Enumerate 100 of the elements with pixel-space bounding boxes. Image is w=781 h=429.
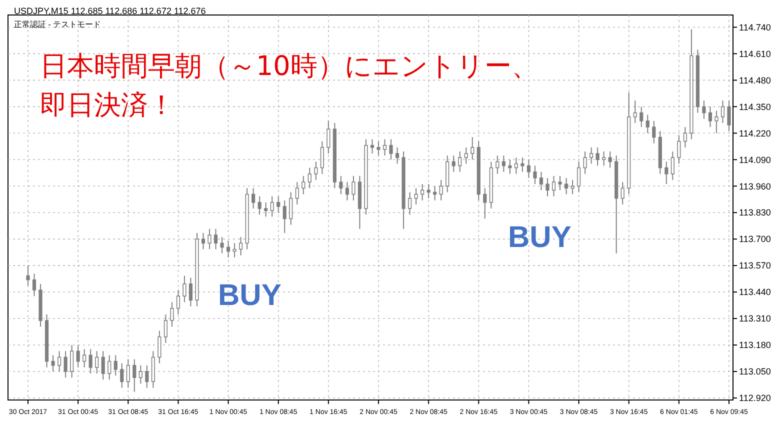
y-tick-label: 113.570 [739,260,771,271]
y-tick-label: 114.220 [739,128,771,138]
candlestick [201,232,206,250]
annotation: USDJPY,M15 112.685 112.686 112.672 112.676 [14,6,206,16]
y-tick-label: 112.920 [739,393,771,404]
candlestick [576,161,581,193]
candlestick [32,273,36,297]
candlestick [88,348,92,374]
candlestick [702,100,706,120]
candlestick [633,100,637,124]
candlestick [270,196,274,218]
candlestick [620,182,624,205]
candlestick [345,182,349,201]
candlestick [239,236,243,256]
y-tick-label: 113.050 [739,366,771,377]
candlestick [26,265,30,286]
candlestick [352,175,356,201]
candlestick [188,277,193,307]
candlestick [158,330,162,364]
candlestick [433,186,437,201]
candlestick [132,358,136,392]
candlestick [295,182,299,205]
candlestick [320,140,324,174]
candlestick [439,180,443,201]
candlestick [70,344,74,378]
candlestick [138,364,142,384]
candlestick [58,350,62,372]
candlestick [708,106,712,128]
y-tick-label: 113.440 [739,287,771,298]
candlestick [496,155,500,174]
candlestick [370,138,374,154]
y-tick-label: 114.480 [739,75,771,86]
candlestick [602,150,606,166]
candlestick [452,155,456,172]
candlestick [520,157,524,172]
candlestick [282,200,286,234]
annotation: BUY [508,221,572,254]
candlestick [539,171,544,191]
candlestick [76,344,80,368]
candlestick [258,196,262,216]
candlestick [558,175,562,191]
candlestick [308,167,312,189]
candlestick [276,196,280,214]
candlestick [208,228,212,250]
candlestick [420,184,424,201]
candlestick [314,161,318,180]
candlestick [640,106,644,128]
candlestick [483,188,487,220]
y-tick-label: 113.310 [739,314,771,324]
y-tick-label: 113.700 [739,234,771,244]
y-tick-label: 114.610 [739,48,771,59]
candlestick [232,242,236,258]
annotation: BUY [218,279,282,312]
candlestick [552,175,556,197]
candlestick [226,240,230,258]
candlestick [714,110,718,134]
candlestick [389,138,393,160]
candlestick [182,275,186,303]
candlestick [470,136,474,160]
y-tick-label: 114.350 [739,102,771,112]
candlestick [126,358,130,388]
candlestick [502,155,506,172]
candlestick [546,177,550,197]
candlestick [508,159,512,174]
annotation: 日本時間早朝（～10時）にエントリー、 [40,51,538,82]
candlestick [264,202,268,218]
candlestick [583,150,587,174]
candlestick [176,290,180,315]
y-tick-label: 113.960 [739,181,771,192]
candlestick [376,140,380,156]
candlestick [408,192,412,216]
y-tick-label: 114.740 [739,22,771,32]
candlestick [464,146,468,164]
candlestick [426,184,430,199]
candlestick [220,236,224,254]
candlestick [727,100,731,132]
candlestick [326,120,330,154]
candlestick [608,150,612,168]
candlestick [652,120,656,144]
candlestick [395,146,400,164]
candlestick [101,350,105,380]
annotation: 即日決済！ [40,90,175,121]
candlestick [82,348,86,368]
candlestick [382,138,387,156]
candlestick [339,175,343,195]
candlestick [720,100,725,124]
candlestick [289,192,293,226]
candlestick [170,302,174,328]
candlestick [95,350,99,374]
candlestick [458,150,462,172]
candlestick [570,180,574,195]
candlestick [683,126,687,148]
y-tick-label: 113.830 [739,208,771,218]
candlestick [214,228,218,250]
candlestick [677,134,681,164]
candlestick [302,175,306,195]
y-tick-label: 113.180 [739,340,771,350]
candlestick [252,188,256,210]
candlestick [533,165,537,185]
candlestick [646,114,650,134]
